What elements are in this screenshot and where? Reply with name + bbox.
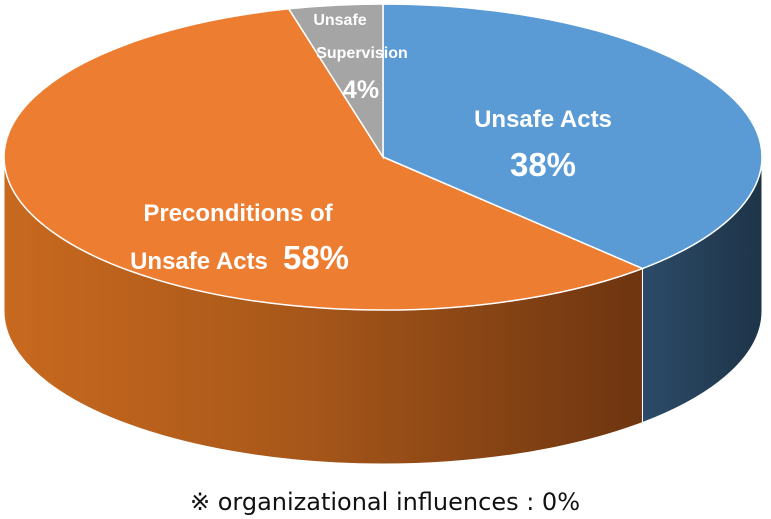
slice-unsafe-acts [382, 3, 763, 270]
slice-unsafe-supervision [287, 3, 384, 160]
slice-value-supervision: 4% [343, 76, 379, 104]
slice-value-unsafe-acts: 38% [510, 146, 576, 183]
footnote: ※ organizational influences : 0% [190, 488, 580, 516]
slice-label-unsafe-acts: Unsafe Acts [474, 106, 612, 133]
slice-label-supervision-line2: Supervision [316, 45, 408, 62]
slice-value-preconditions: 58% [283, 239, 349, 276]
slice-label-preconditions-line2: Unsafe Acts [130, 248, 268, 275]
slice-preconditions-of-unsafe-acts [3, 8, 645, 311]
pie-sides [3, 156, 763, 465]
pie-labels: Unsafe Acts 38% Preconditions of Unsafe … [130, 12, 612, 516]
slice-label-preconditions-line1: Preconditions of [143, 200, 333, 227]
pie-tops [3, 3, 763, 311]
slice-label-supervision-line1: Unsafe [313, 12, 366, 29]
